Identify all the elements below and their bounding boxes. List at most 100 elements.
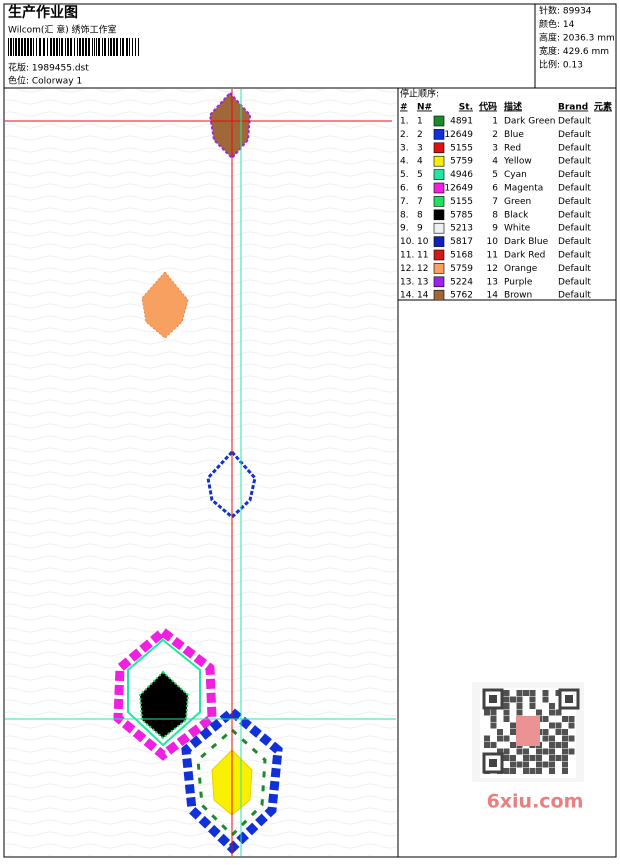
qr-finder	[489, 759, 497, 767]
cell-stitches: 5155	[450, 197, 473, 207]
bar-stripe	[138, 38, 139, 56]
cell-stitches: 4891	[450, 117, 473, 127]
bar-stripe	[94, 38, 95, 56]
cell-brand: Default	[558, 143, 591, 153]
bar-stripe	[70, 38, 72, 56]
cell-needle: 2	[417, 130, 423, 140]
cell-index: 12.	[400, 264, 414, 274]
bar-stripe	[116, 38, 118, 56]
cell-stitches: 5168	[450, 251, 473, 261]
color-swatch	[433, 142, 445, 154]
cell-needle: 8	[417, 210, 423, 220]
qr-cell	[516, 690, 523, 696]
bar-stripe	[61, 38, 63, 56]
cell-description: White	[504, 224, 531, 234]
qr-cell	[510, 722, 516, 729]
qr-cell	[516, 696, 523, 703]
color-swatch	[433, 115, 445, 127]
cell-code: 1	[492, 117, 498, 127]
qr-cell	[536, 755, 542, 761]
qr-cell	[529, 690, 536, 696]
bar-stripe	[104, 38, 106, 56]
bar-stripe	[47, 38, 48, 56]
bar-stripe	[92, 38, 93, 56]
qr-cell	[523, 755, 529, 761]
cell-needle: 12	[417, 264, 428, 274]
bar-stripe	[36, 38, 37, 56]
qr-cell	[510, 761, 516, 768]
cell-needle: 7	[417, 197, 423, 207]
color-swatch	[433, 263, 445, 274]
cell-stitches: 5817	[450, 237, 473, 247]
qr-cell	[497, 729, 503, 735]
design-file: 花版: 1989455.dst	[8, 62, 89, 74]
qr-cell	[490, 716, 497, 722]
color-swatch	[433, 236, 445, 247]
cell-index: 1.	[400, 117, 409, 127]
cell-description: Red	[504, 143, 521, 153]
qr-cell	[516, 748, 523, 755]
cell-brand: Default	[558, 117, 591, 127]
column-header: 代码	[478, 101, 497, 113]
bar-stripe	[129, 38, 130, 56]
cell-needle: 13	[417, 277, 428, 287]
bar-stripe	[126, 38, 128, 56]
cell-code: 4	[492, 157, 498, 167]
cell-description: Magenta	[504, 184, 543, 194]
bar-stripe	[108, 38, 109, 56]
cell-description: Cyan	[504, 170, 527, 180]
color-swatch	[433, 276, 445, 288]
cell-stitches: 5759	[450, 264, 473, 274]
cell-index: 7.	[400, 197, 409, 207]
qr-cell	[562, 768, 568, 774]
cell-index: 10.	[400, 237, 414, 247]
qr-cell	[523, 768, 529, 774]
column-header: 描述	[504, 101, 522, 113]
qr-cell	[510, 755, 516, 761]
cell-description: Dark Blue	[504, 237, 549, 247]
qr-cell	[542, 696, 549, 703]
qr-cell	[542, 748, 549, 755]
cell-brand: Default	[558, 197, 591, 207]
watermark: 6xiu.com	[472, 682, 584, 813]
qr-cell	[549, 742, 555, 748]
cell-description: Orange	[504, 264, 538, 274]
qr-cell	[549, 755, 555, 761]
cell-needle: 10	[417, 237, 429, 247]
cell-stitches: 12649	[444, 184, 473, 194]
barcode	[8, 38, 139, 56]
qr-cell	[503, 703, 510, 709]
cell-index: 6.	[400, 184, 409, 194]
bar-stripe	[50, 38, 52, 56]
bar-stripe	[132, 38, 133, 56]
qr-cell	[536, 748, 542, 755]
bar-stripe	[56, 38, 58, 56]
cell-description: Dark Green	[504, 117, 555, 127]
cell-stitches: 5224	[450, 277, 473, 287]
cell-brand: Default	[558, 277, 591, 287]
qr-cell	[562, 729, 568, 735]
bar-stripe	[74, 38, 75, 56]
cell-code: 14	[487, 291, 499, 301]
cell-index: 5.	[400, 170, 409, 180]
color-swatch	[433, 289, 445, 301]
qr-cell	[555, 742, 562, 748]
color-swatch	[433, 196, 445, 207]
qr-cell	[503, 716, 510, 722]
cell-brand: Default	[558, 170, 591, 180]
qr-cell	[503, 696, 510, 703]
cell-needle: 11	[417, 251, 428, 261]
qr-cell	[497, 748, 503, 755]
cell-code: 2	[492, 130, 498, 140]
qr-cell	[516, 761, 523, 768]
cell-index: 3.	[400, 143, 409, 153]
cell-stitches: 5785	[450, 210, 473, 220]
cell-code: 8	[492, 210, 498, 220]
cell-brand: Default	[558, 291, 591, 301]
cell-code: 12	[487, 264, 498, 274]
qr-cell	[490, 722, 497, 729]
bar-stripe	[102, 38, 103, 56]
bar-stripe	[79, 38, 81, 56]
qr-cell	[503, 690, 510, 696]
